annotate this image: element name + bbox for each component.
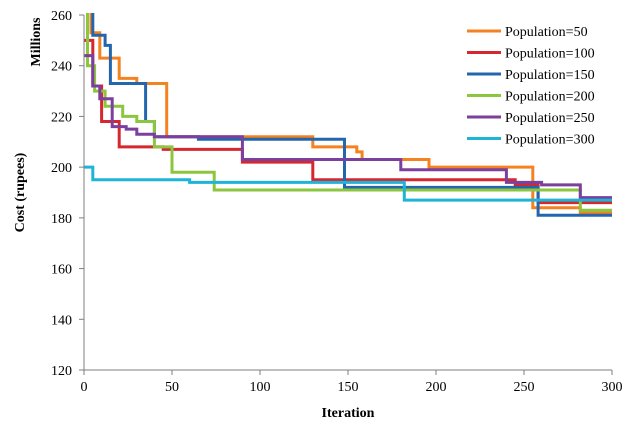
legend-label: Population=200 [505, 90, 595, 105]
y-tick-label: 260 [51, 9, 72, 24]
legend-label: Population=150 [505, 68, 595, 83]
y-axis-ticks: 120 140 160 180 200 220 240 260 [51, 9, 84, 379]
legend-label: Population=250 [505, 111, 595, 126]
y-tick-label: 120 [51, 364, 72, 379]
x-axis-ticks: 0 50 100 150 200 250 300 [81, 370, 623, 395]
series-line [84, 54, 612, 200]
x-axis-title: Iteration [322, 406, 375, 421]
y-tick-label: 240 [51, 60, 72, 75]
y-axis-title: Cost (rupees) [13, 152, 28, 232]
x-tick-label: 50 [165, 380, 179, 395]
y-tick-label: 160 [51, 263, 72, 278]
series-line [86, 13, 612, 212]
y-tick-label: 180 [51, 212, 72, 227]
legend-label: Population=300 [505, 133, 595, 148]
series-lines [84, 13, 612, 217]
series-line [84, 165, 612, 202]
series-line [89, 13, 612, 215]
x-tick-label: 300 [602, 380, 623, 395]
x-tick-label: 0 [81, 380, 88, 395]
y-tick-label: 220 [51, 110, 72, 125]
y-tick-label: 140 [51, 313, 72, 328]
y-tick-label: 200 [51, 161, 72, 176]
y-axis-unit-label: Millions [29, 17, 44, 67]
x-tick-label: 200 [426, 380, 447, 395]
x-tick-label: 250 [514, 380, 535, 395]
x-tick-label: 100 [250, 380, 271, 395]
x-tick-label: 150 [338, 380, 359, 395]
legend-label: Population=50 [505, 25, 588, 40]
legend: Population=50 Population=100 Population=15… [467, 25, 595, 148]
legend-label: Population=100 [505, 47, 595, 62]
